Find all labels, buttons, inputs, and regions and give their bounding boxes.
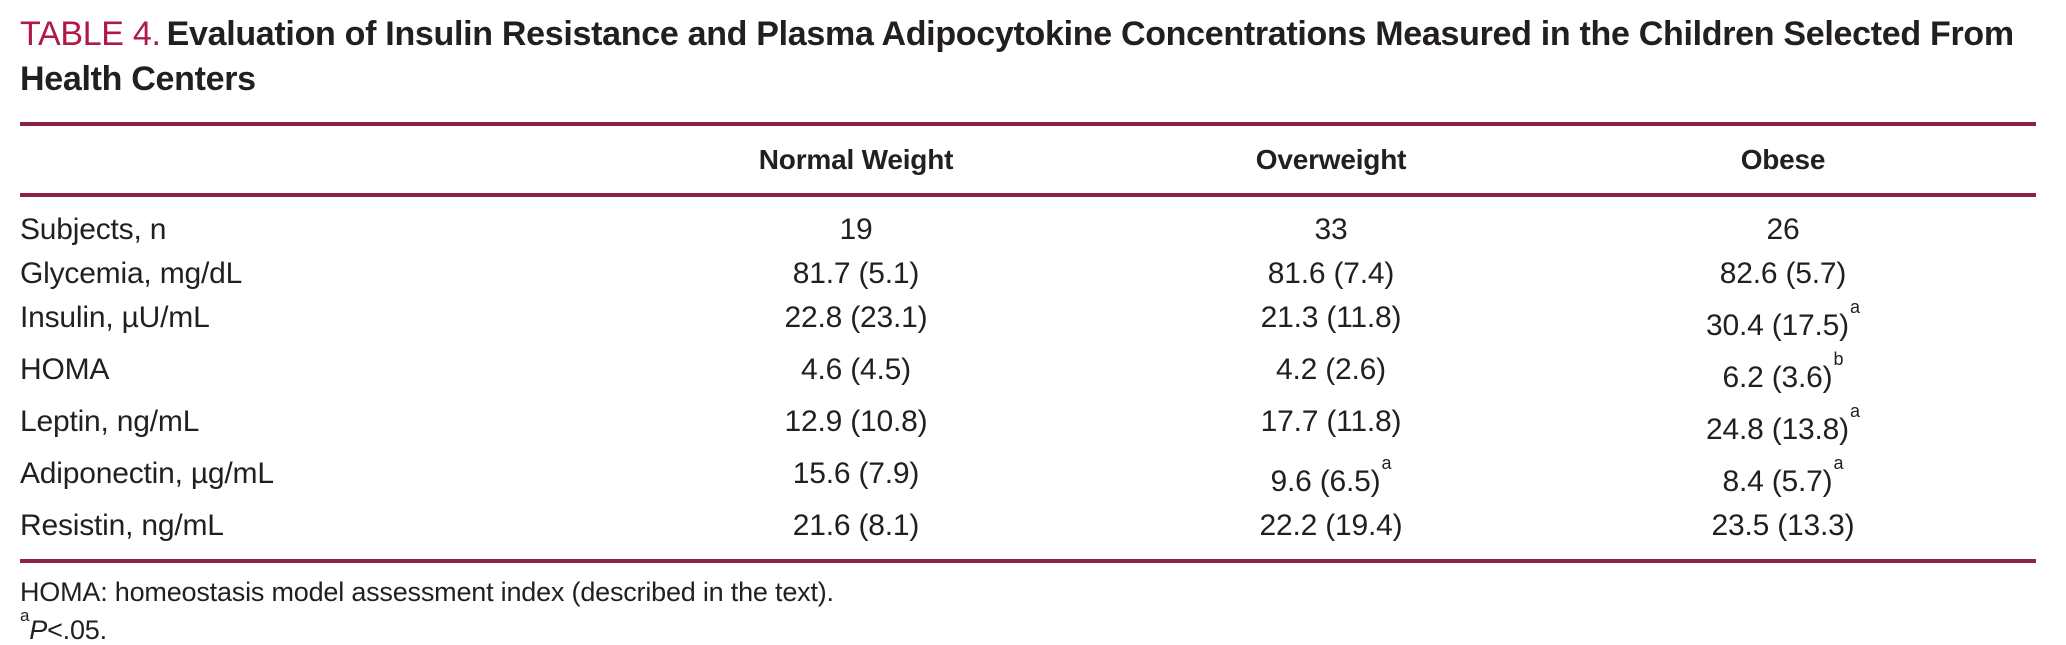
cell-value: 22.8 (23.1) bbox=[784, 301, 928, 334]
table-row: Leptin, ng/mL 12.9 (10.8) 17.7 (11.8) 24.8 … bbox=[20, 400, 2036, 452]
footnote-superscript-a: a bbox=[20, 606, 30, 625]
cell-value: 4.6 (4.5) bbox=[801, 353, 911, 386]
cell-value: 21.6 (8.1) bbox=[792, 509, 920, 542]
cell-obese: 26 bbox=[1530, 208, 2036, 252]
cell-value: 4.2 (2.6) bbox=[1276, 353, 1386, 386]
cell-normal-weight: 12.9 (10.8) bbox=[580, 400, 1132, 452]
significance-superscript: a bbox=[1849, 401, 1860, 421]
table-title: TABLE 4. Evaluation of Insulin Resistance… bbox=[20, 12, 2036, 102]
cell-value: 23.5 (13.3) bbox=[1711, 509, 1855, 542]
cell-overweight: 22.2 (19.4) bbox=[1132, 504, 1530, 548]
cell-obese: 6.2 (3.6)b bbox=[1530, 348, 2036, 400]
cell-value: 81.6 (7.4) bbox=[1267, 257, 1395, 290]
cell-value: 22.2 (19.4) bbox=[1259, 509, 1403, 542]
table-row: Adiponectin, µg/mL 15.6 (7.9) 9.6 (6.5)a 8.… bbox=[20, 452, 2036, 504]
column-header-normal-weight: Normal Weight bbox=[758, 143, 954, 175]
header-row: Normal Weight Overweight Obese bbox=[20, 126, 2036, 193]
row-label: Adiponectin, µg/mL bbox=[20, 457, 274, 490]
cell-value: 6.2 (3.6) bbox=[1722, 361, 1833, 394]
cell-overweight: 21.3 (11.8) bbox=[1132, 296, 1530, 348]
cell-normal-weight: 81.7 (5.1) bbox=[580, 252, 1132, 296]
cell-value: 24.8 (13.8) bbox=[1706, 413, 1849, 446]
cell-value: 9.6 (6.5) bbox=[1270, 465, 1381, 498]
cell-value: 21.3 (11.8) bbox=[1260, 301, 1402, 334]
row-label: Subjects, n bbox=[20, 213, 167, 246]
cell-value: 12.9 (10.8) bbox=[784, 405, 928, 438]
cell-value: 81.7 (5.1) bbox=[792, 257, 920, 290]
table-body: Subjects, n 19 33 26 Glycemia, mg/dL 81.7 (5.… bbox=[20, 197, 2036, 559]
column-header-overweight: Overweight bbox=[1255, 143, 1407, 175]
table-row: HOMA 4.6 (4.5) 4.2 (2.6) 6.2 (3.6)b bbox=[20, 348, 2036, 400]
cell-normal-weight: 15.6 (7.9) bbox=[580, 452, 1132, 504]
header-rule bbox=[20, 193, 2036, 197]
footnotes: HOMA: homeostasis model assessment index… bbox=[20, 576, 2036, 645]
column-header-obese: Obese bbox=[1740, 143, 1826, 175]
cell-value: 17.7 (11.8) bbox=[1260, 405, 1402, 438]
cell-value: 30.4 (17.5) bbox=[1706, 309, 1849, 342]
cell-normal-weight: 4.6 (4.5) bbox=[580, 348, 1132, 400]
cell-value: 8.4 (5.7) bbox=[1722, 465, 1833, 498]
significance-superscript: b bbox=[1833, 349, 1844, 369]
footnote-p-symbol: P bbox=[29, 615, 48, 645]
cell-overweight: 9.6 (6.5)a bbox=[1132, 452, 1530, 504]
cell-obese: 30.4 (17.5)a bbox=[1530, 296, 2036, 348]
top-rule bbox=[20, 122, 2036, 126]
bottom-rule bbox=[20, 559, 2036, 563]
table-number-label: TABLE 4. bbox=[20, 15, 161, 53]
cell-normal-weight: 19 bbox=[580, 208, 1132, 252]
cell-value: 26 bbox=[1766, 213, 1800, 246]
cell-normal-weight: 21.6 (8.1) bbox=[580, 504, 1132, 548]
cell-obese: 82.6 (5.7) bbox=[1530, 252, 2036, 296]
row-label: Insulin, µU/mL bbox=[20, 301, 210, 334]
table-content: TABLE 4. Evaluation of Insulin Resistance… bbox=[20, 12, 2036, 645]
cell-obese: 23.5 (13.3) bbox=[1530, 504, 2036, 548]
table-row: Subjects, n 19 33 26 bbox=[20, 208, 2036, 252]
row-label: Leptin, ng/mL bbox=[20, 405, 200, 438]
cell-overweight: 33 bbox=[1132, 208, 1530, 252]
table-row: Resistin, ng/mL 21.6 (8.1) 22.2 (19.4) 23.5… bbox=[20, 504, 2036, 548]
significance-superscript: a bbox=[1381, 453, 1392, 473]
row-label: HOMA bbox=[20, 353, 110, 386]
table-row: Insulin, µU/mL 22.8 (23.1) 21.3 (11.8) 30.4… bbox=[20, 296, 2036, 348]
footnote-p-value: <.05. bbox=[47, 615, 107, 645]
table-row: Glycemia, mg/dL 81.7 (5.1) 81.6 (7.4) 82.6 … bbox=[20, 252, 2036, 296]
footnote-homa: HOMA: homeostasis model assessment index… bbox=[20, 577, 834, 607]
row-label: Glycemia, mg/dL bbox=[20, 257, 243, 290]
cell-normal-weight: 22.8 (23.1) bbox=[580, 296, 1132, 348]
cell-value: 82.6 (5.7) bbox=[1719, 257, 1847, 290]
cell-obese: 24.8 (13.8)a bbox=[1530, 400, 2036, 452]
significance-superscript: a bbox=[1833, 453, 1844, 473]
significance-superscript: a bbox=[1849, 297, 1860, 317]
cell-obese: 8.4 (5.7)a bbox=[1530, 452, 2036, 504]
footnote-significance: aP<.05. bbox=[20, 606, 2036, 645]
cell-overweight: 81.6 (7.4) bbox=[1132, 252, 1530, 296]
cell-overweight: 17.7 (11.8) bbox=[1132, 400, 1530, 452]
cell-value: 15.6 (7.9) bbox=[792, 457, 920, 490]
cell-value: 33 bbox=[1314, 213, 1348, 246]
table-caption: Evaluation of Insulin Resistance and Pla… bbox=[20, 15, 2014, 98]
cell-overweight: 4.2 (2.6) bbox=[1132, 348, 1530, 400]
cell-value: 19 bbox=[839, 213, 873, 246]
row-label: Resistin, ng/mL bbox=[20, 509, 224, 542]
